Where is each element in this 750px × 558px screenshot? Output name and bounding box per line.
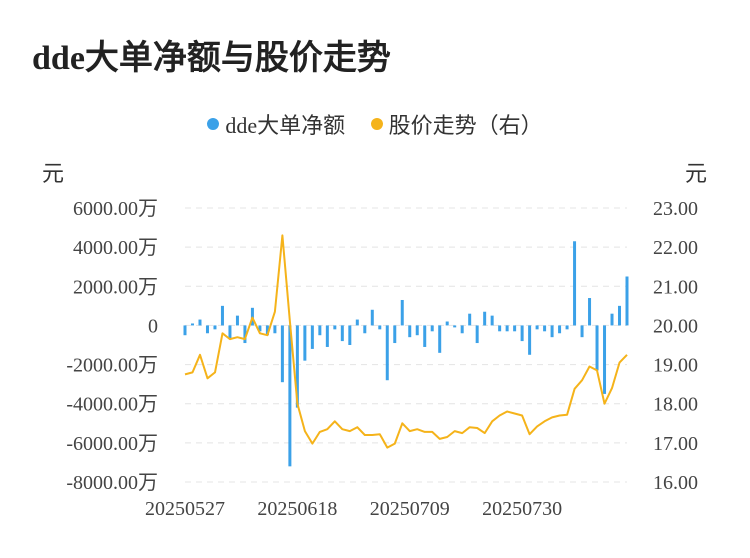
y-right-tick-label: 19.00: [653, 355, 698, 377]
dde-bar: [595, 325, 599, 371]
dde-bar: [610, 313, 614, 326]
dde-bar: [423, 325, 427, 347]
dde-bar: [363, 325, 367, 334]
legend-label-dde: dde大单净额: [225, 113, 346, 138]
dde-bar: [588, 298, 592, 326]
dde-bar: [505, 325, 509, 332]
dde-bar: [475, 325, 479, 344]
dde-bar: [490, 315, 494, 326]
dde-bar: [513, 325, 517, 332]
dde-bar: [273, 325, 277, 334]
legend-dot-price: [370, 118, 383, 130]
y-left-tick-label: 4000.00万: [73, 237, 158, 259]
legend-label-price: 股价走势（右）: [388, 113, 543, 138]
dde-bar: [288, 325, 292, 467]
dde-bar: [348, 325, 352, 345]
y-right-tick-label: 17.00: [653, 433, 698, 455]
legend-dot-dde: [207, 118, 220, 130]
dde-bar: [213, 325, 217, 330]
dde-bar: [460, 325, 464, 334]
dde-bar: [453, 325, 457, 328]
y-left-tick-label: 6000.00万: [73, 198, 158, 220]
dde-bar: [483, 311, 487, 326]
y-right-tick-label: 16.00: [653, 472, 698, 494]
dde-bar: [543, 325, 547, 332]
dde-bar: [445, 321, 449, 326]
dde-bar: [400, 299, 404, 326]
x-tick-label: 20250730: [482, 498, 562, 520]
dde-bar: [385, 325, 389, 381]
dde-bar: [183, 325, 187, 336]
dde-bar: [565, 325, 569, 330]
dde-bar: [528, 325, 532, 355]
x-tick-label: 20250618: [257, 498, 337, 520]
y-left-tick-label: -6000.00万: [66, 433, 158, 455]
dde-bar: [430, 325, 434, 332]
y-left-tick-label: 2000.00万: [73, 276, 158, 298]
dde-bar: [378, 325, 382, 330]
dde-bar: [468, 313, 472, 326]
dde-bar: [355, 319, 359, 326]
dde-bar: [243, 325, 247, 344]
dde-bar: [310, 325, 314, 349]
dde-bar: [333, 325, 337, 330]
dde-bar: [235, 315, 239, 326]
dde-bar: [340, 325, 344, 342]
dde-bar: [535, 325, 539, 330]
right-axis-unit: 元: [685, 161, 708, 186]
price-line: [184, 234, 628, 449]
left-axis-unit: 元: [42, 161, 65, 186]
legend-item-price[interactable]: 股价走势（右）: [370, 108, 543, 140]
dde-bar: [580, 325, 584, 338]
y-right-tick-label: 22.00: [653, 237, 698, 259]
y-right-tick-label: 20.00: [653, 315, 698, 337]
dde-bar: [520, 325, 524, 342]
dde-bar: [258, 325, 262, 332]
y-left-tick-label: -2000.00万: [66, 355, 158, 377]
dde-bar: [573, 241, 577, 326]
dde-bar: [220, 305, 224, 326]
legend-item-dde[interactable]: dde大单净额: [207, 108, 345, 140]
dde-bar: [618, 305, 622, 326]
dde-bar: [280, 325, 284, 383]
dde-bar: [498, 325, 502, 332]
dde-bar: [295, 325, 299, 408]
dde-bar: [303, 325, 307, 361]
dde-bar: [438, 325, 442, 353]
y-right-tick-label: 23.00: [653, 198, 698, 220]
x-tick-label: 20250527: [145, 498, 225, 520]
y-right-tick-label: 21.00: [653, 276, 698, 298]
dde-bar: [393, 325, 397, 344]
y-right-tick-label: 18.00: [653, 394, 698, 416]
dde-bar: [198, 319, 202, 326]
dde-bar: [205, 325, 209, 334]
chart-title: dde大单净额与股价走势: [32, 40, 391, 77]
y-left-tick-label: -8000.00万: [66, 472, 158, 494]
dde-bar: [228, 325, 232, 340]
dde-bar: [603, 325, 607, 394]
dde-bar: [370, 309, 374, 326]
y-left-tick-label: 0: [148, 315, 158, 337]
dde-bar: [558, 325, 562, 334]
y-left-tick-label: -4000.00万: [66, 394, 158, 416]
dde-bar: [408, 325, 412, 338]
dde-bar: [550, 325, 554, 338]
dde-bar: [318, 325, 322, 336]
legend: dde大单净额 股价走势（右）: [0, 108, 750, 140]
dde-bar: [265, 325, 269, 336]
x-tick-label: 20250709: [370, 498, 450, 520]
dde-bar: [415, 325, 419, 336]
dde-bar: [625, 276, 629, 326]
dde-bar: [325, 325, 329, 347]
dde-bar: [190, 323, 194, 326]
